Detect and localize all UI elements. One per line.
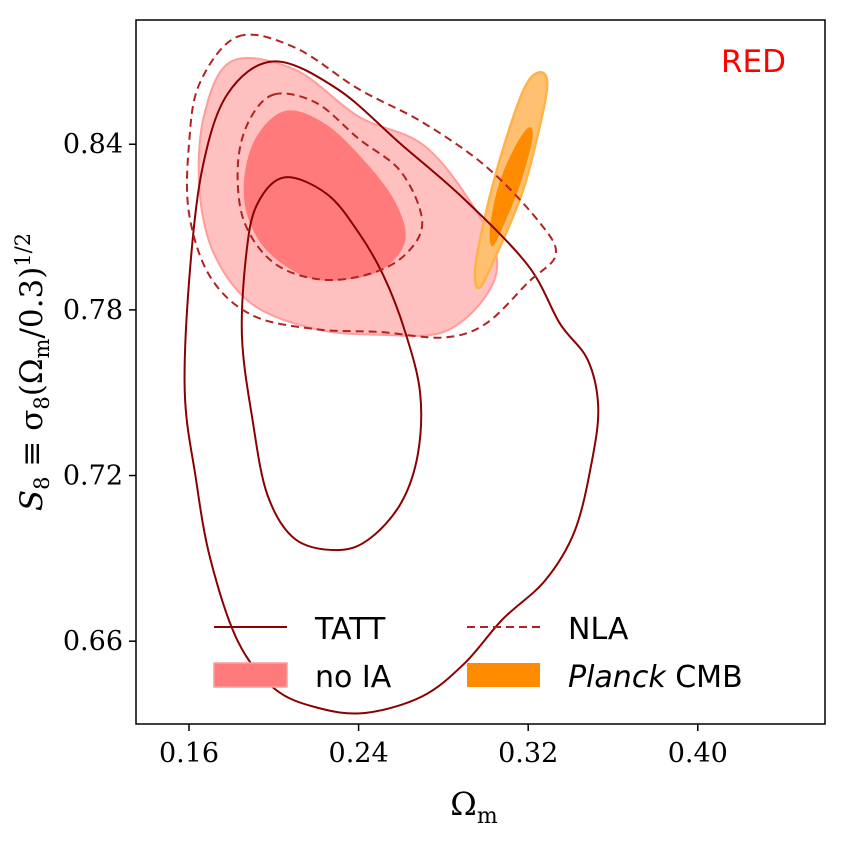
legend-label-tatt: TATT xyxy=(314,612,386,647)
legend-label-planck-rest: CMB xyxy=(666,660,743,695)
legend-label-noia: no IA xyxy=(315,660,392,695)
contour-tatt-inner xyxy=(240,176,423,552)
y-label-omega-sub: m xyxy=(30,338,54,358)
contour-nla-outer xyxy=(185,33,558,339)
axis-ticks: 0.16 0.24 0.32 0.40 0.66 0.72 0.78 0.84 xyxy=(63,129,728,769)
y-label-eq: ≡ σ xyxy=(14,410,50,477)
legend-label-planck: Planck CMB xyxy=(568,660,743,695)
y-label-paren-open: (Ω xyxy=(14,358,50,396)
contour-nla-inner xyxy=(236,92,424,282)
legend-swatch-noia xyxy=(213,662,288,688)
y-tick-label: 0.72 xyxy=(63,461,123,492)
legend-label-nla: NLA xyxy=(568,612,629,647)
legend-label-planck-italic: Planck xyxy=(568,660,667,695)
plot-frame xyxy=(135,19,826,725)
x-axis-label-main: Ω xyxy=(450,785,477,823)
y-axis-label: S8 ≡ σ8(Ωm/0.3)1/2 xyxy=(11,233,54,511)
legend-swatch-planck xyxy=(467,663,540,687)
y-label-paren-close: /0.3) xyxy=(14,267,50,339)
y-tick-label: 0.84 xyxy=(63,129,123,160)
contour-planck-cmb-inner xyxy=(489,127,533,247)
x-axis-label: Ωm xyxy=(450,785,498,829)
y-label-sigma-sub: 8 xyxy=(30,396,54,409)
contour-no-ia-inner xyxy=(243,110,406,281)
y-label-power: 1/2 xyxy=(11,233,35,267)
legend: TATT NLA no IA Planck CMB xyxy=(213,612,743,695)
y-tick-label: 0.78 xyxy=(63,295,123,326)
x-tick-label: 0.32 xyxy=(498,738,558,769)
y-tick-label: 0.66 xyxy=(63,626,123,657)
series-tag-red: RED xyxy=(721,44,786,80)
y-label-s: S xyxy=(14,490,50,511)
contour-layer xyxy=(183,33,600,715)
contour-tatt-outer xyxy=(183,60,600,715)
y-label-s-sub: 8 xyxy=(30,476,54,489)
x-tick-label: 0.40 xyxy=(668,738,728,769)
x-tick-label: 0.16 xyxy=(159,738,219,769)
x-tick-label: 0.24 xyxy=(329,738,389,769)
x-axis-label-sub: m xyxy=(477,804,498,829)
